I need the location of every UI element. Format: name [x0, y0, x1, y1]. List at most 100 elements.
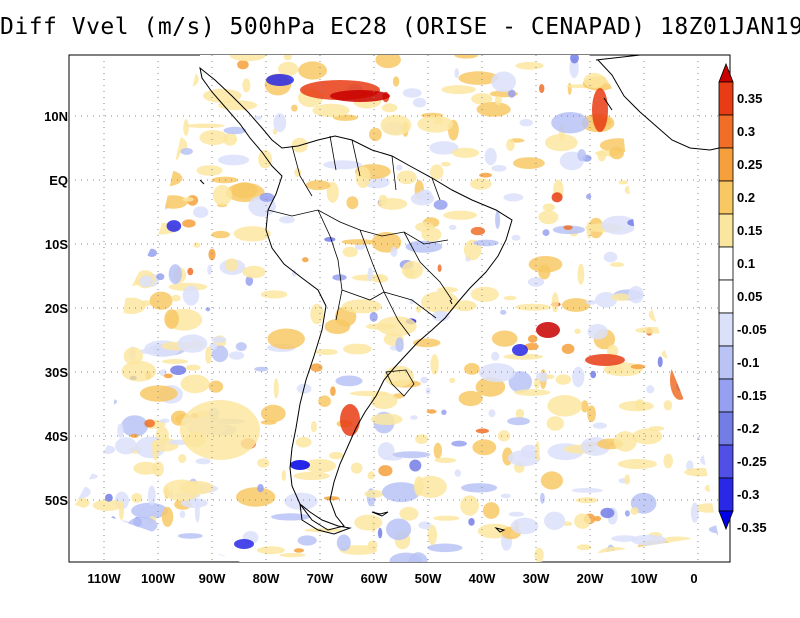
- field-contour: [211, 345, 229, 363]
- field-contour: [488, 409, 496, 418]
- field-contour: [540, 492, 545, 504]
- field-contour: [421, 291, 459, 313]
- field-contour: [491, 351, 500, 361]
- field-contour: [601, 215, 637, 235]
- field-contour: [245, 275, 254, 286]
- field-contour: [371, 274, 389, 283]
- field-contour: [475, 428, 489, 434]
- field-contour: [211, 336, 227, 343]
- field-contour: [515, 408, 525, 419]
- field-contour: [164, 309, 179, 329]
- colorbar-label: 0.05: [737, 289, 763, 304]
- field-contour: [593, 515, 602, 522]
- field-contour: [336, 534, 351, 552]
- lon-label-10w: 10W: [630, 571, 658, 586]
- field-contour: [304, 459, 336, 473]
- field-contour: [182, 197, 194, 202]
- field-contour: [624, 474, 631, 485]
- field-contour: [202, 88, 242, 103]
- colorbar: [718, 62, 734, 531]
- colorbar-label: 0.3: [737, 124, 756, 139]
- field-contour: [512, 344, 528, 356]
- field-contour: [284, 492, 318, 510]
- field-contour: [415, 475, 447, 498]
- lon-label-0: 0: [690, 571, 698, 586]
- colorbar-box: [718, 411, 734, 446]
- field-contour: [555, 374, 572, 385]
- field-contour: [540, 471, 564, 490]
- field-contour: [115, 437, 137, 455]
- field-contour: [415, 434, 429, 444]
- colorbar-box: [718, 114, 734, 149]
- field-contour: [539, 84, 545, 93]
- lat-label-50s: 50S: [44, 493, 68, 508]
- lon-label-40w: 40W: [468, 571, 496, 586]
- field-contour: [534, 378, 540, 389]
- field-contour: [177, 334, 208, 353]
- field-contour: [437, 264, 442, 273]
- field-contour: [223, 126, 247, 135]
- field-contour: [476, 102, 511, 117]
- colorbar-box: [718, 279, 734, 314]
- field-contour: [257, 484, 264, 493]
- field-contour: [587, 323, 608, 340]
- field-contour: [186, 123, 225, 128]
- field-contour: [470, 178, 492, 190]
- lat-label-20s: 20S: [44, 301, 68, 316]
- field-contour: [354, 514, 383, 531]
- field-contour: [205, 346, 212, 364]
- lon-label-50w: 50W: [414, 571, 442, 586]
- field-contour: [500, 309, 507, 315]
- field-contour: [417, 115, 454, 133]
- lat-label-30s: 30S: [44, 365, 68, 380]
- field-contour: [260, 290, 288, 299]
- field-contour: [156, 273, 165, 281]
- field-contour: [180, 400, 260, 460]
- field-contour: [144, 419, 155, 428]
- colorbar-box: [718, 477, 734, 512]
- field-contour: [92, 499, 123, 511]
- field-contour: [458, 71, 499, 85]
- field-contour: [182, 285, 200, 306]
- field-contour: [323, 160, 362, 170]
- field-contour: [256, 546, 285, 555]
- field-contour: [147, 485, 156, 506]
- field-contour: [536, 322, 560, 338]
- field-contour: [546, 416, 564, 431]
- field-contour: [295, 436, 312, 448]
- field-contour: [426, 409, 437, 414]
- lat-label-eq: EQ: [49, 173, 68, 188]
- lon-label-110w: 110W: [87, 571, 121, 586]
- field-contour: [630, 507, 639, 515]
- field-contour: [405, 240, 443, 253]
- field-contour: [290, 460, 310, 470]
- field-contour: [524, 343, 539, 351]
- field-contour: [168, 264, 182, 285]
- field-contour: [212, 184, 232, 206]
- field-contour: [305, 180, 331, 191]
- field-contour: [454, 469, 461, 477]
- lon-label-30w: 30W: [522, 571, 550, 586]
- field-contour: [454, 55, 478, 59]
- colorbar-box: [718, 213, 734, 248]
- tierra-del-fuego: [299, 502, 352, 535]
- field-contour: [570, 55, 579, 64]
- field-contour: [271, 513, 311, 521]
- field-contour: [630, 364, 646, 370]
- field-contour: [567, 82, 572, 95]
- field-contour: [515, 61, 544, 70]
- field-contour: [395, 337, 404, 352]
- field-contour: [297, 535, 317, 546]
- field-contour: [185, 364, 201, 371]
- field-contour: [75, 497, 90, 509]
- field-contour: [631, 534, 667, 546]
- south-america-coast: [199, 66, 513, 531]
- field-contour: [610, 262, 625, 267]
- field-contour: [131, 493, 143, 503]
- field-contour: [479, 172, 492, 178]
- field-contour: [495, 210, 501, 229]
- field-contour: [194, 500, 200, 523]
- field-contour: [657, 356, 663, 368]
- field-contour: [170, 365, 187, 376]
